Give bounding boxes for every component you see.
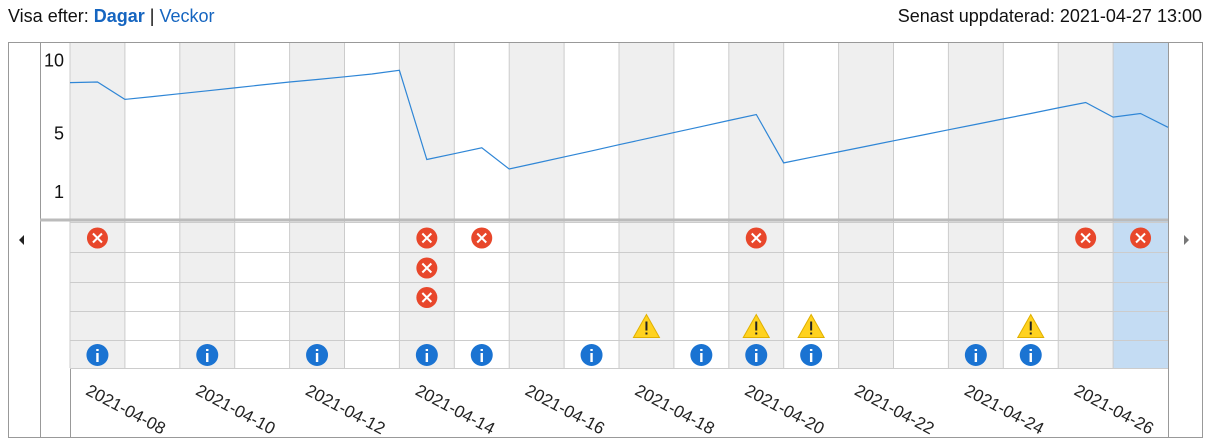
x-tick-label: 2021-04-14: [412, 381, 498, 439]
next-arrow[interactable]: [1184, 235, 1189, 245]
x-tick-label: 2021-04-26: [1071, 381, 1157, 439]
day-column: [1058, 43, 1114, 368]
warning-triangle: [797, 313, 826, 338]
day-column: [399, 43, 455, 368]
error-cross: [1080, 232, 1091, 244]
warning-icon: [742, 313, 771, 338]
day-column: [344, 43, 400, 368]
error-icon: [1075, 227, 1097, 249]
warning-triangle: [1016, 313, 1045, 338]
x-tick-label: 2021-04-12: [303, 381, 389, 439]
error-circle: [1130, 227, 1152, 249]
info-icon: [306, 344, 329, 366]
error-circle: [416, 257, 438, 279]
error-circle: [416, 227, 438, 249]
info-circle: [470, 344, 493, 366]
info-icon: [86, 344, 109, 366]
x-tick-label: 2021-04-22: [852, 381, 938, 439]
error-icon: [1130, 227, 1152, 249]
error-circle: [86, 227, 108, 249]
info-circle: [86, 344, 109, 366]
day-column: [673, 43, 729, 368]
error-circle: [745, 227, 767, 249]
error-circle: [416, 287, 438, 308]
error-cross: [1135, 232, 1146, 244]
day-column: [70, 43, 125, 368]
x-tick-label: 2021-04-16: [522, 381, 608, 439]
warning-triangle: [742, 313, 771, 338]
error-circle: [471, 227, 493, 249]
error-cross: [751, 232, 762, 244]
day-column: [783, 43, 839, 368]
info-circle: [306, 344, 329, 366]
day-column: [1113, 43, 1168, 368]
info-icon: [800, 344, 823, 366]
error-cross: [421, 292, 433, 303]
y-tick-label: 10: [44, 50, 64, 70]
info-icon: [964, 344, 987, 366]
error-cross: [92, 232, 103, 244]
x-tick-label: 2021-04-10: [193, 381, 279, 439]
info-icon: [745, 344, 768, 366]
last-updated: Senast uppdaterad: 2021-04-27 13:00: [897, 6, 1202, 26]
separator: |: [149, 6, 155, 26]
view-switch: Visa efter: Dagar | Veckor: [8, 6, 215, 27]
day-column: [1003, 43, 1059, 368]
error-circle: [1075, 227, 1097, 249]
info-circle: [580, 344, 603, 366]
error-icon: [471, 227, 493, 249]
warning-icon: [1016, 313, 1045, 338]
error-icon: [416, 227, 438, 249]
info-circle: [800, 344, 823, 366]
view-weeks[interactable]: Veckor: [159, 6, 215, 26]
day-column: [234, 43, 290, 368]
x-tick-label: 2021-04-18: [632, 381, 718, 439]
day-column: [509, 43, 565, 368]
error-cross: [476, 232, 487, 244]
day-column: [454, 43, 510, 368]
day-column: [728, 43, 784, 368]
info-circle: [1019, 344, 1042, 366]
warning-triangle: [632, 313, 661, 338]
day-column: [893, 43, 949, 368]
y-tick-label: 5: [54, 123, 64, 143]
x-tick-label: 2021-04-24: [961, 381, 1047, 439]
info-circle: [415, 344, 438, 366]
day-column: [948, 43, 1004, 368]
info-circle: [745, 344, 768, 366]
error-icon: [745, 227, 767, 249]
day-column: [564, 43, 619, 368]
x-tick-label: 2021-04-08: [83, 381, 169, 439]
day-column: [124, 43, 180, 368]
info-icon: [196, 344, 219, 366]
warning-icon: [632, 313, 661, 338]
info-icon: [1019, 344, 1042, 366]
info-icon: [690, 344, 713, 366]
warning-icon: [797, 313, 826, 338]
frame: [8, 42, 1203, 438]
info-circle: [964, 344, 987, 366]
view-label: Visa efter:: [8, 6, 89, 26]
day-column: [619, 43, 674, 368]
day-column: [289, 43, 345, 368]
error-cross: [421, 262, 433, 274]
error-cross: [421, 232, 433, 244]
line-series: [69, 69, 1169, 170]
y-tick-label: 1: [54, 182, 64, 202]
info-circle: [196, 344, 219, 366]
day-column: [179, 43, 235, 368]
x-tick-label: 2021-04-20: [742, 381, 828, 439]
info-circle: [690, 344, 713, 366]
view-days[interactable]: Dagar: [93, 6, 145, 26]
day-column: [838, 43, 894, 368]
info-icon: [415, 344, 438, 366]
error-icon: [416, 257, 438, 279]
error-icon: [86, 227, 108, 249]
info-icon: [580, 344, 603, 366]
info-icon: [470, 344, 493, 366]
prev-arrow[interactable]: [19, 235, 24, 245]
error-icon: [416, 287, 438, 308]
